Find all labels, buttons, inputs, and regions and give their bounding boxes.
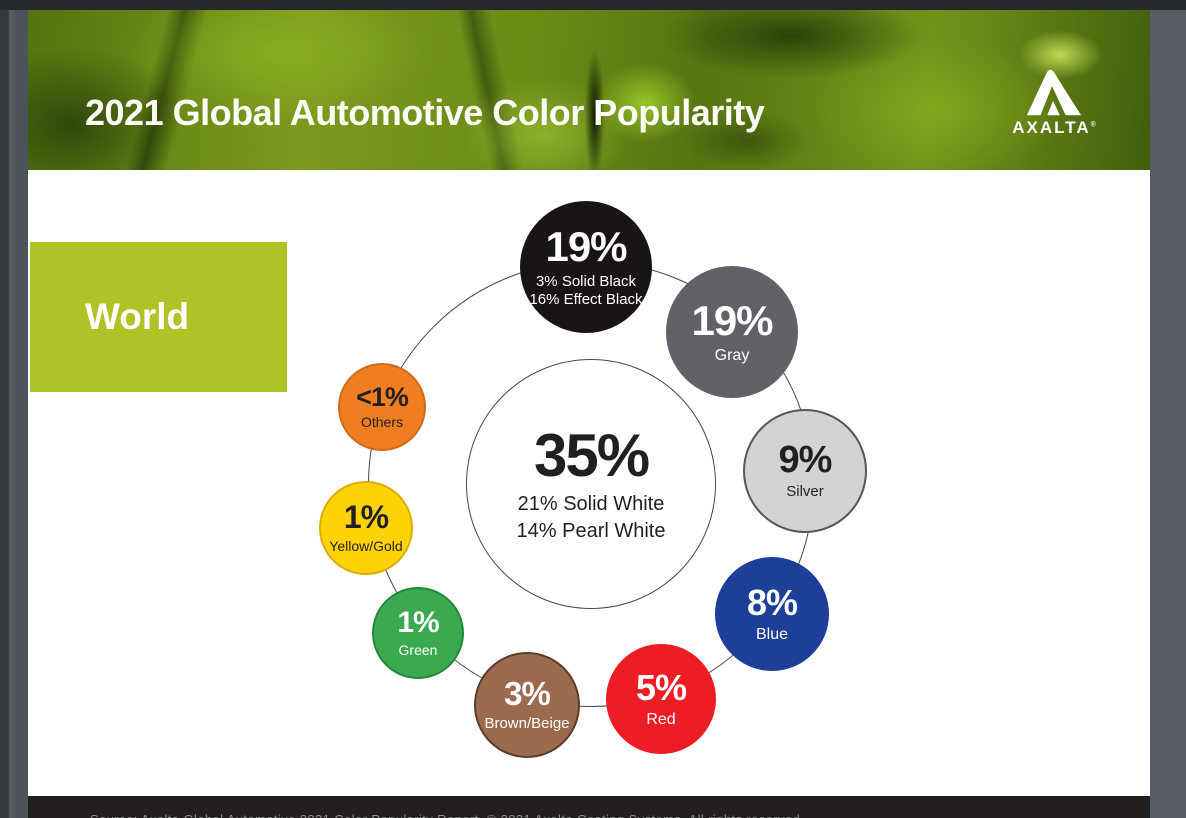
bubble-value: 35% bbox=[533, 421, 650, 489]
bubble-yellow-gold: 1% Yellow/Gold bbox=[319, 481, 413, 575]
bubble-black: 19% 3% Solid Black 16% Effect Black bbox=[520, 201, 652, 333]
bubble-value: 9% bbox=[778, 438, 833, 481]
bubble-label: Green bbox=[398, 641, 438, 658]
bubble-subline: 3% Solid Black bbox=[535, 272, 637, 290]
bubble-blue: 8% Blue bbox=[715, 557, 829, 671]
axalta-wordmark: AXALTA® bbox=[1012, 118, 1096, 137]
page-title: 2021 Global Automotive Color Popularity bbox=[85, 92, 765, 133]
bubble-red: 5% Red bbox=[606, 644, 716, 754]
bubble-subline: 16% Effect Black bbox=[529, 290, 643, 308]
bubble-white-center: 35% 21% Solid White 14% Pearl White bbox=[466, 359, 716, 609]
bubble-label: Silver bbox=[786, 483, 824, 501]
registered-mark-icon: ® bbox=[1090, 121, 1096, 129]
bubble-value: 3% bbox=[504, 675, 551, 713]
footer-bar: Source: Axalta Global Automotive 2021 Co… bbox=[28, 796, 1150, 818]
bubble-brown-beige: 3% Brown/Beige bbox=[474, 652, 580, 758]
bubble-value: 8% bbox=[746, 582, 798, 623]
bubble-subline: 21% Solid White bbox=[517, 492, 665, 515]
bubble-gray: 19% Gray bbox=[666, 266, 798, 398]
bubble-subline: 14% Pearl White bbox=[516, 519, 666, 542]
viewer-left-margin bbox=[0, 10, 28, 818]
axalta-logo: AXALTA® bbox=[1004, 66, 1104, 144]
bubble-label: Others bbox=[360, 414, 403, 431]
bubble-green: 1% Green bbox=[372, 587, 464, 679]
region-label: World bbox=[85, 296, 190, 337]
bubble-label: Yellow/Gold bbox=[329, 537, 403, 554]
viewer-top-bar bbox=[0, 0, 1186, 10]
bubble-value: <1% bbox=[356, 381, 409, 412]
bubble-label: Brown/Beige bbox=[484, 714, 570, 732]
viewer-right-margin bbox=[1150, 10, 1186, 818]
bubble-value: 1% bbox=[397, 606, 439, 640]
footer-caption-truncated: Source: Axalta Global Automotive 2021 Co… bbox=[90, 812, 804, 818]
bubble-silver: 9% Silver bbox=[743, 409, 867, 533]
bubble-others: <1% Others bbox=[338, 363, 426, 451]
region-tab-world: World bbox=[30, 242, 287, 392]
header-banner bbox=[28, 10, 1150, 170]
bubble-label: Gray bbox=[714, 346, 750, 364]
bubble-value: 19% bbox=[545, 223, 627, 271]
bubble-label: Red bbox=[646, 710, 676, 728]
bubble-label: Blue bbox=[755, 625, 789, 643]
bubble-value: 5% bbox=[635, 667, 687, 708]
axalta-a-icon bbox=[1026, 69, 1082, 116]
bubble-value: 19% bbox=[691, 296, 773, 344]
bubble-value: 1% bbox=[343, 499, 389, 536]
